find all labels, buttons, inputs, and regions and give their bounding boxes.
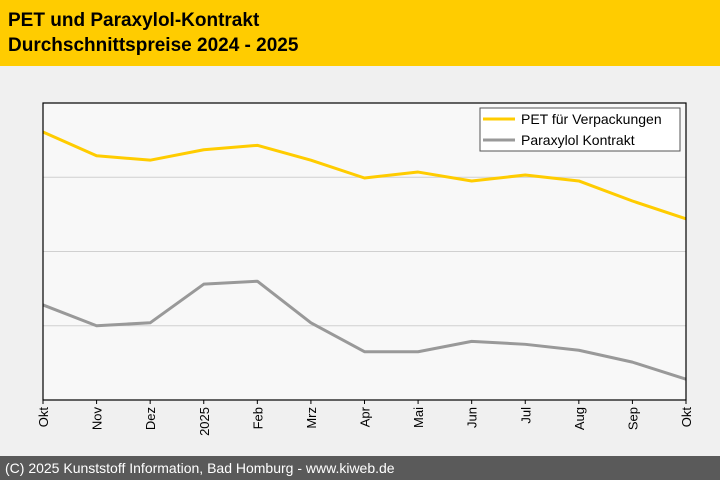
x-tick-label: Okt: [36, 407, 51, 428]
chart-header: PET und Paraxylol-Kontrakt Durchschnitts…: [0, 0, 720, 66]
x-tick-label: Dez: [143, 407, 158, 430]
legend-label: PET für Verpackungen: [521, 111, 662, 127]
copyright-text: (C) 2025 Kunststoff Information, Bad Hom…: [5, 460, 395, 476]
x-tick-label: Feb: [250, 407, 265, 429]
x-tick-label: Jul: [518, 407, 533, 424]
x-tick-label: Okt: [679, 407, 694, 428]
x-tick-label: Mai: [411, 407, 426, 428]
legend-label: Paraxylol Kontrakt: [521, 132, 635, 148]
title-line-1: PET und Paraxylol-Kontrakt: [8, 10, 260, 31]
legend: [479, 107, 681, 152]
series-line-paraxylol: [42, 279, 687, 381]
footer: (C) 2025 Kunststoff Information, Bad Hom…: [0, 456, 720, 480]
line-chart: Okt Nov Dez 2025 Feb Mrz Apr Mai Jun Jul Aug Sep Okt…: [36, 102, 694, 436]
title-line-2: Durchschnittspreise 2024 - 2025: [8, 35, 299, 56]
x-tick-label: 2025: [197, 407, 212, 436]
x-tick-label: Aug: [572, 407, 587, 430]
x-tick-label: Apr: [358, 406, 373, 427]
x-tick-label: Nov: [90, 407, 105, 431]
x-tick-label: Mrz: [304, 407, 319, 429]
x-tick-label: Jun: [465, 407, 480, 428]
x-tick-label: Sep: [625, 407, 640, 430]
series-line-pet: [42, 130, 687, 221]
